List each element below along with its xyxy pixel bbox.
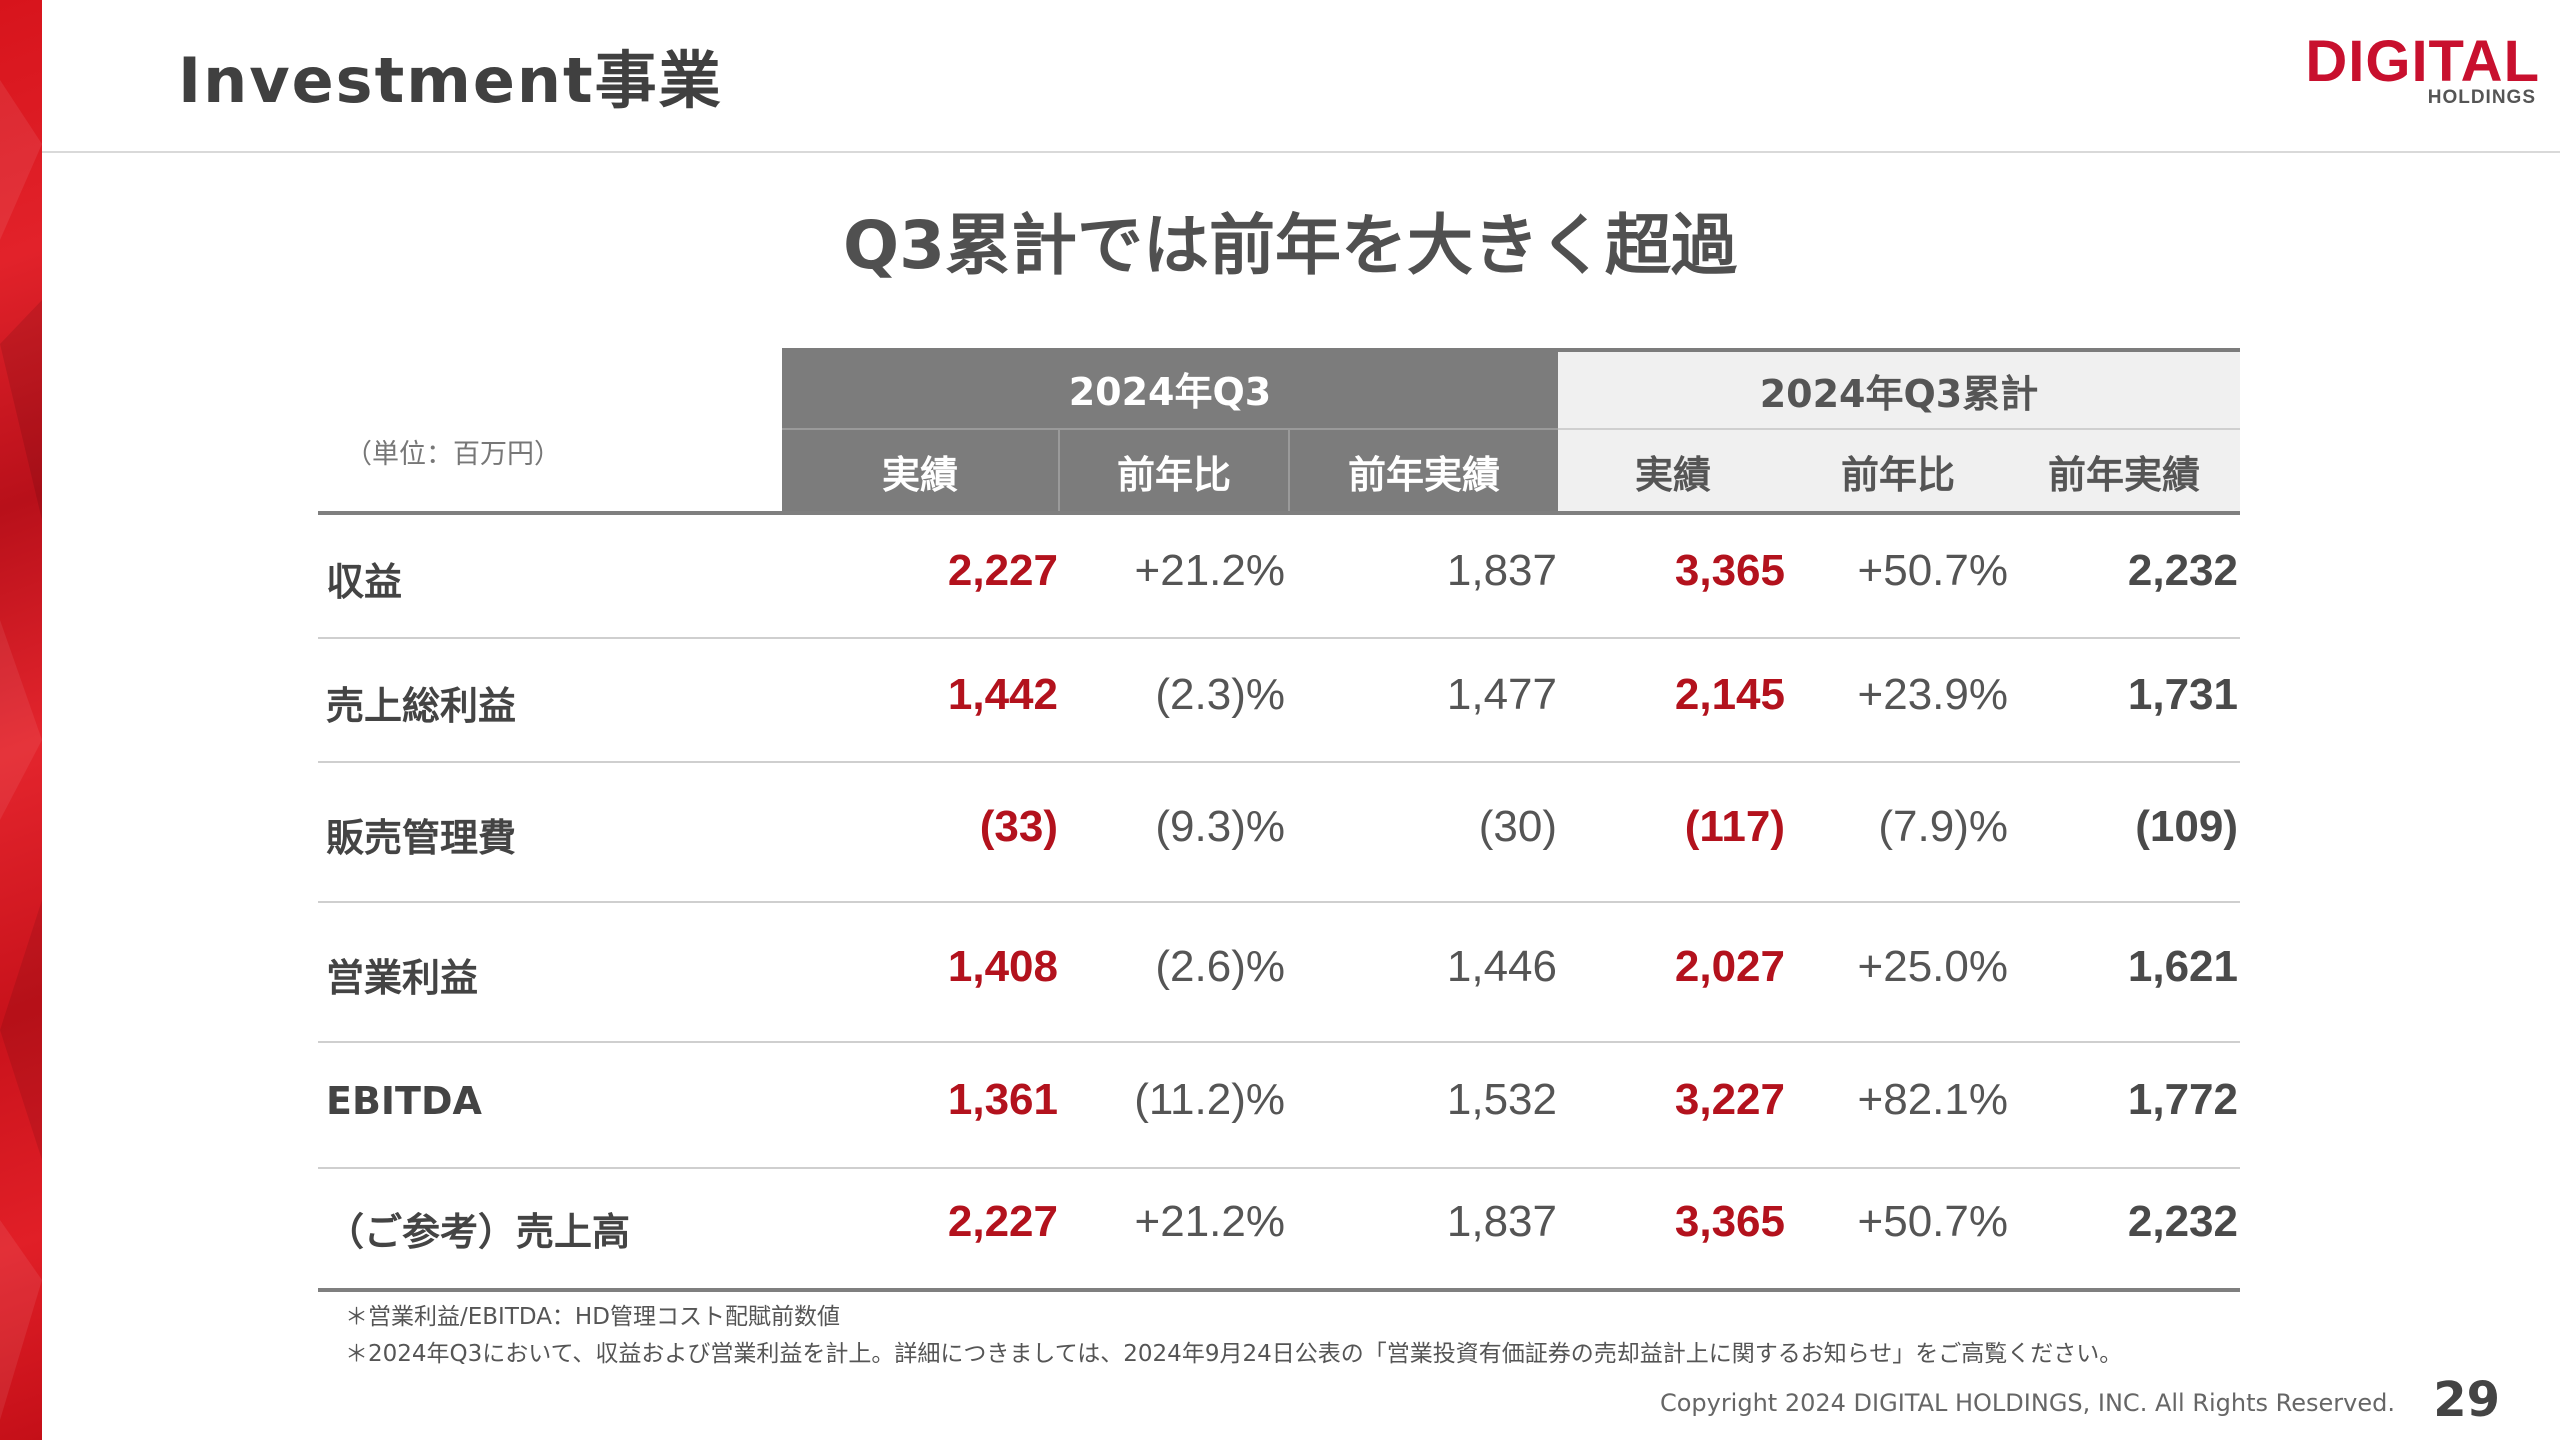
table-row: 営業利益 1,408 (2.6)% 1,446 2,027 +25.0% 1,6…: [0, 903, 2560, 1041]
row-divider: [318, 1167, 2240, 1169]
header-separator-light: [1558, 428, 2240, 430]
cell-actual-cumulative: 3,365: [1674, 546, 1785, 595]
cell-prior-cumulative: 1,621: [2127, 942, 2238, 991]
logo-main-text: DIGITAL: [2305, 29, 2540, 94]
cell-actual-cumulative: 3,227: [1674, 1075, 1785, 1124]
footnote: ＊2024年Q3において、収益および営業利益を計上。詳細につきましては、2024…: [345, 1341, 2123, 1367]
row-divider: [318, 901, 2240, 903]
cell-yoy-q3: (2.6)%: [1155, 942, 1285, 991]
col-separator: [1288, 430, 1290, 512]
group-header-top-border: [1558, 348, 2240, 352]
col-header-actual-q3: 実績: [782, 430, 1058, 512]
cell-actual-q3: 2,227: [947, 546, 1058, 595]
cell-actual-q3: 2,227: [947, 1197, 1058, 1246]
cell-prior-q3: 1,837: [1446, 1197, 1557, 1246]
cell-actual-cumulative: 3,365: [1674, 1197, 1785, 1246]
header-separator-dark: [782, 428, 1558, 430]
cell-prior-q3: 1,532: [1446, 1075, 1557, 1124]
cell-prior-cumulative: (109): [2135, 802, 2238, 851]
cell-yoy-q3: +21.2%: [1134, 546, 1285, 595]
header-divider: [42, 151, 2560, 153]
cell-actual-q3: 1,361: [947, 1075, 1058, 1124]
unit-label: （単位：百万円）: [345, 439, 561, 470]
row-label: 収益: [326, 560, 403, 604]
cell-prior-q3: 1,837: [1446, 546, 1557, 595]
cell-actual-cumulative: (117): [1684, 802, 1785, 851]
logo-sub-text: HOLDINGS: [2427, 87, 2536, 108]
row-label: 売上総利益: [326, 684, 517, 728]
cell-yoy-q3: +21.2%: [1134, 1197, 1285, 1246]
table-row: （ご参考）売上高 2,227 +21.2% 1,837 3,365 +50.7%…: [0, 1169, 2560, 1289]
cell-actual-cumulative: 2,027: [1674, 942, 1785, 991]
row-label: （ご参考）売上高: [326, 1210, 631, 1254]
table-row: 販売管理費 (33) (9.3)% (30) (117) (7.9)% (109…: [0, 763, 2560, 901]
cell-actual-q3: (33): [979, 802, 1058, 851]
copyright: Copyright 2024 DIGITAL HOLDINGS, INC. Al…: [1659, 1389, 2395, 1417]
cell-yoy-cumulative: +50.7%: [1857, 546, 2008, 595]
cell-prior-q3: 1,446: [1446, 942, 1557, 991]
company-logo: DIGITAL HOLDINGS: [2290, 32, 2540, 112]
slide-headline: Q3累計では前年を大きく超過: [842, 207, 1738, 284]
group-header-q3: 2024年Q3: [782, 348, 1558, 428]
cell-yoy-q3: (9.3)%: [1155, 802, 1285, 851]
table-row: 売上総利益 1,442 (2.3)% 1,477 2,145 +23.9% 1,…: [0, 639, 2560, 761]
col-header-yoy-cumulative: 前年比: [1788, 430, 2008, 512]
cell-actual-cumulative: 2,145: [1674, 670, 1785, 719]
col-header-prior-q3: 前年実績: [1290, 430, 1558, 512]
cell-yoy-cumulative: (7.9)%: [1878, 802, 2008, 851]
cell-prior-cumulative: 1,772: [2127, 1075, 2238, 1124]
cell-yoy-cumulative: +50.7%: [1857, 1197, 2008, 1246]
col-header-prior-cumulative: 前年実績: [2008, 430, 2240, 512]
cell-actual-q3: 1,442: [947, 670, 1058, 719]
table-bottom-rule: [318, 1288, 2240, 1292]
cell-actual-q3: 1,408: [947, 942, 1058, 991]
cell-prior-cumulative: 2,232: [2127, 1197, 2238, 1246]
row-divider: [318, 761, 2240, 763]
footnote: ＊営業利益/EBITDA：HD管理コスト配賦前数値: [345, 1304, 840, 1330]
left-decorative-bar: [0, 0, 42, 1440]
col-header-yoy-q3: 前年比: [1060, 430, 1288, 512]
row-label: 販売管理費: [326, 816, 517, 860]
cell-yoy-cumulative: +23.9%: [1857, 670, 2008, 719]
page-number: 29: [2433, 1372, 2500, 1428]
table-row: EBITDA 1,361 (11.2)% 1,532 3,227 +82.1% …: [0, 1043, 2560, 1167]
cell-yoy-q3: (11.2)%: [1134, 1075, 1285, 1124]
row-label: EBITDA: [326, 1079, 482, 1123]
cell-yoy-q3: (2.3)%: [1155, 670, 1285, 719]
row-divider: [318, 637, 2240, 639]
group-header-q3-cumulative: 2024年Q3累計: [1558, 352, 2240, 428]
cell-prior-cumulative: 1,731: [2127, 670, 2238, 719]
cell-prior-cumulative: 2,232: [2127, 546, 2238, 595]
cell-yoy-cumulative: +82.1%: [1857, 1075, 2008, 1124]
col-header-actual-cumulative: 実績: [1558, 430, 1788, 512]
table-row: 収益 2,227 +21.2% 1,837 3,365 +50.7% 2,232: [0, 515, 2560, 637]
cell-prior-q3: 1,477: [1446, 670, 1557, 719]
row-label: 営業利益: [326, 956, 479, 1000]
page-title: Investment事業: [178, 44, 723, 117]
cell-prior-q3: (30): [1478, 802, 1557, 851]
row-divider: [318, 1041, 2240, 1043]
table-header-rule: [318, 511, 2240, 515]
cell-yoy-cumulative: +25.0%: [1857, 942, 2008, 991]
col-separator: [1058, 430, 1060, 512]
